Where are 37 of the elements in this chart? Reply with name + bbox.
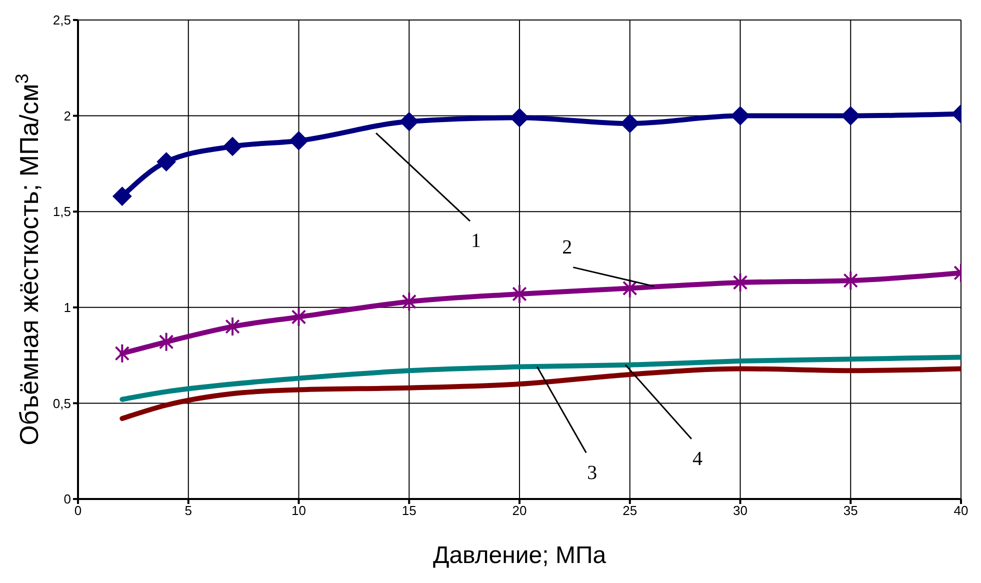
x-tick-label: 5 xyxy=(184,503,192,518)
x-tick-label: 20 xyxy=(512,503,527,518)
point xyxy=(620,114,640,133)
x-tick-label: 10 xyxy=(292,503,306,518)
point xyxy=(730,106,750,126)
x-tick-label: 15 xyxy=(402,503,416,518)
annotation: 1 xyxy=(471,230,482,252)
y-tick-label: 2 xyxy=(64,108,71,124)
point xyxy=(291,306,306,327)
point xyxy=(225,316,240,337)
y-tick-label: 2,5 xyxy=(52,12,71,28)
point xyxy=(402,292,417,312)
y-tick-label: 0 xyxy=(64,492,71,507)
point xyxy=(622,278,638,298)
y-tick-label: 0,5 xyxy=(52,396,71,411)
y-tick-label: 1 xyxy=(64,300,71,316)
point xyxy=(156,152,176,172)
annotation: 2 xyxy=(562,236,572,258)
point xyxy=(732,272,748,292)
x-tick-label: 30 xyxy=(733,503,748,518)
x-tick-label: 35 xyxy=(843,503,858,518)
annotation: 4 xyxy=(692,448,702,470)
x-axis-title: Давление; МПа xyxy=(432,542,607,569)
point xyxy=(512,284,527,304)
point xyxy=(289,131,308,150)
x-tick-label: 25 xyxy=(622,503,638,518)
point xyxy=(510,108,529,128)
point xyxy=(112,186,132,206)
point xyxy=(158,332,174,352)
point xyxy=(223,136,242,156)
point xyxy=(114,343,130,364)
x-tick-label: 0 xyxy=(74,503,82,518)
point xyxy=(843,270,858,291)
annotation: 3 xyxy=(587,462,598,484)
y-tick-label: 1,5 xyxy=(52,204,71,220)
x-tick-label: 40 xyxy=(954,503,968,518)
point xyxy=(400,112,419,132)
